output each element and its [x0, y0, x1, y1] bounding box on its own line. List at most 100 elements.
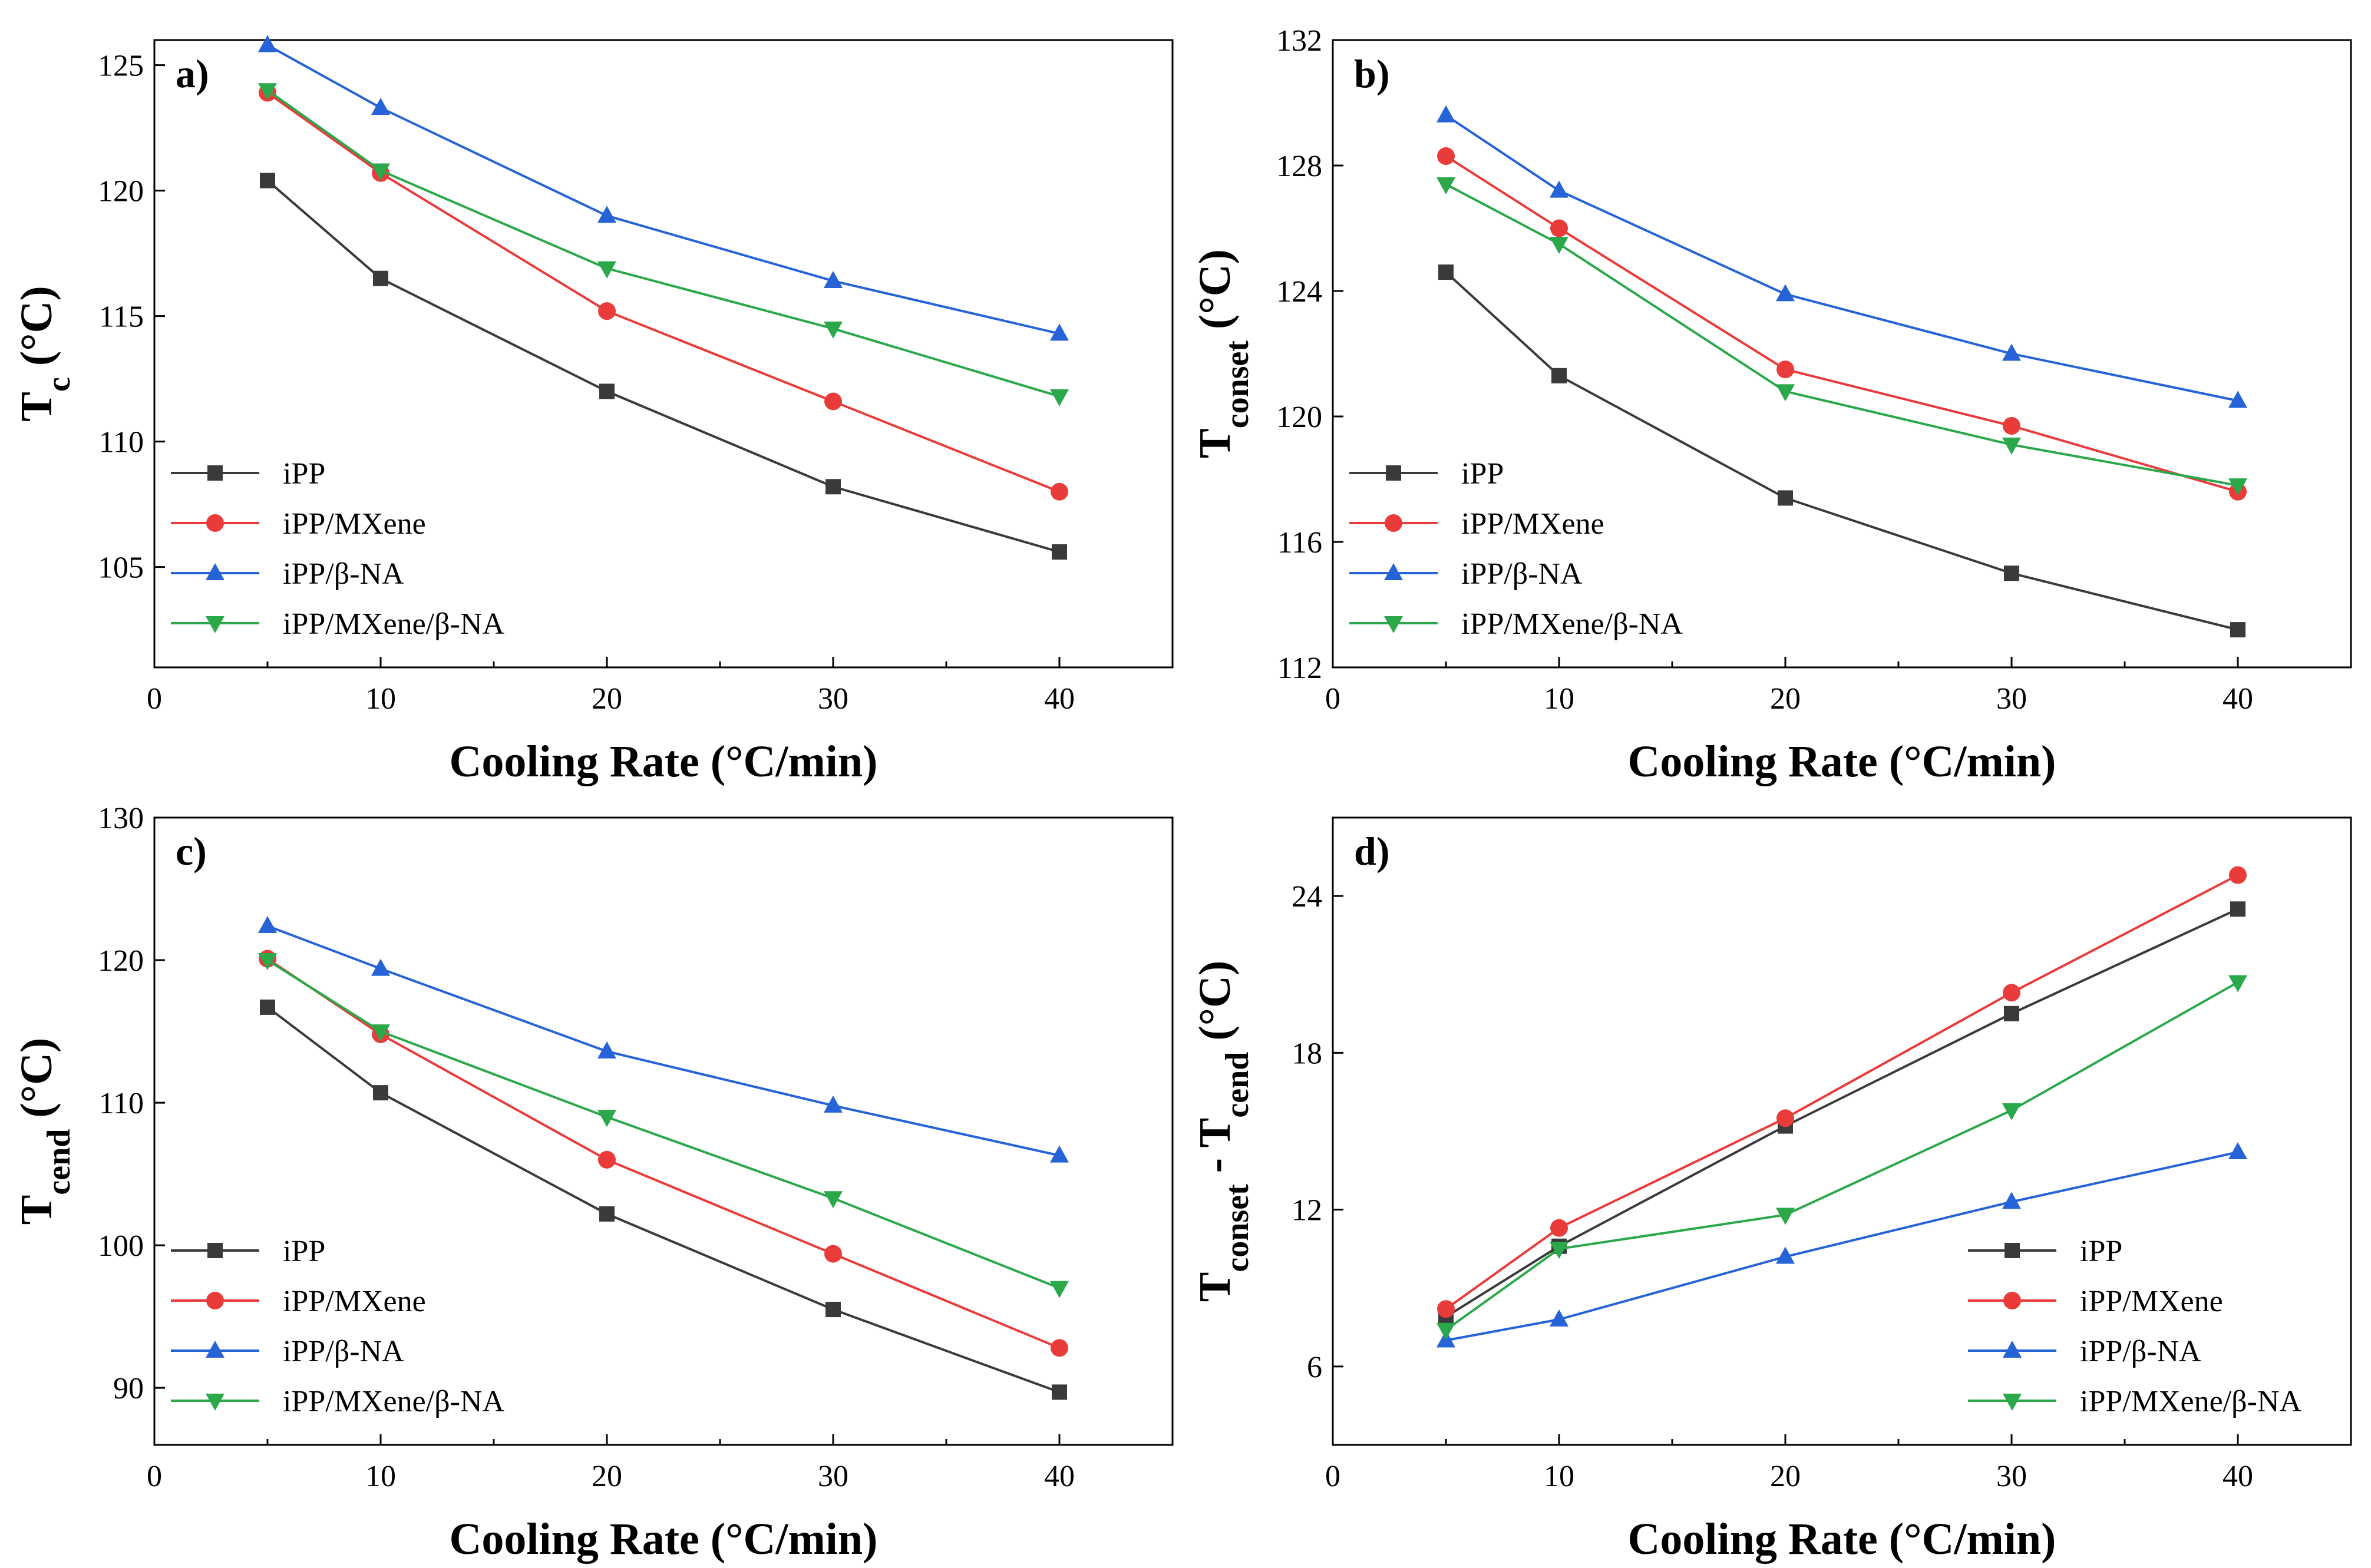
x-tick-label: 40	[1044, 682, 1075, 716]
series-line	[1445, 114, 2238, 402]
y-axis-title-unit: (°C)	[12, 1038, 61, 1129]
legend-marker	[206, 1394, 224, 1411]
data-point	[1438, 264, 1454, 280]
data-point	[1550, 1219, 1568, 1237]
legend-marker	[206, 1292, 224, 1309]
y-tick-label: 120	[98, 944, 144, 978]
x-tick-label: 20	[1770, 1460, 1801, 1493]
legend-marker	[2003, 1341, 2022, 1358]
legend-marker	[2003, 1394, 2022, 1411]
series-ipp-mxene-na	[258, 953, 1069, 1298]
legend-marker	[1386, 465, 1401, 481]
y-tick-label: 124	[1276, 275, 1322, 309]
y-tick-label: 110	[99, 1087, 144, 1120]
data-point	[1550, 1309, 1568, 1326]
data-point	[373, 270, 388, 286]
x-tick-label: 0	[147, 1460, 162, 1493]
legend-label: iPP/β-NA	[1461, 557, 1583, 591]
legend-marker	[2003, 1292, 2021, 1309]
series-ipp-mxene-na	[1437, 975, 2247, 1340]
data-point	[1776, 1246, 1795, 1264]
panel-label: b)	[1354, 51, 1389, 96]
series-ipp	[1438, 264, 2245, 638]
y-axis-title-main: T	[1190, 428, 1240, 458]
data-point	[371, 98, 390, 115]
y-axis-title: Tcend (°C)	[12, 1038, 77, 1225]
x-axis-title: Cooling Rate (°C/min)	[1627, 737, 2056, 786]
legend-marker	[1385, 514, 1402, 532]
y-axis-title-sub: c	[41, 377, 77, 392]
x-tick-label: 10	[1544, 682, 1574, 716]
data-point	[599, 383, 615, 399]
data-point	[371, 1024, 390, 1042]
legend-label: iPP	[2080, 1235, 2122, 1268]
data-point	[2002, 1192, 2021, 1209]
legend-marker	[206, 514, 224, 532]
y-axis-title-sub2: cend	[1219, 1052, 1256, 1118]
y-tick-label: 115	[99, 300, 144, 334]
data-point	[1051, 1339, 1068, 1357]
y-tick-label: 130	[98, 802, 144, 835]
legend: iPP iPP/MXene iPP/β-NA iPP/MXene/β-NA	[171, 1235, 504, 1418]
data-point	[1050, 389, 1069, 406]
legend-marker	[1384, 563, 1403, 580]
legend: iPP iPP/MXene iPP/β-NA iPP/MXene/β-NA	[171, 457, 504, 641]
data-point	[2230, 622, 2245, 638]
x-tick-label: 20	[1770, 682, 1801, 716]
data-point	[1437, 177, 1455, 194]
data-point	[1050, 1145, 1069, 1163]
data-point	[2230, 901, 2245, 917]
data-point	[825, 479, 841, 495]
data-point	[1051, 482, 1068, 501]
data-point	[824, 1095, 843, 1113]
legend-label: iPP/MXene	[1461, 507, 1604, 541]
y-tick-label: 128	[1276, 150, 1322, 183]
data-point	[2002, 1103, 2021, 1120]
x-tick-label: 30	[818, 682, 848, 716]
chart-panel-b: 0 10 20 30 40 112 116 120 124 128 132 b) Cooling Rat…	[1190, 24, 2352, 786]
data-point	[824, 321, 843, 339]
series-ipp-mxene	[259, 84, 1068, 501]
data-point	[824, 392, 842, 411]
legend: iPP iPP/MXene iPP/β-NA iPP/MXene/β-NA	[1968, 1235, 2301, 1418]
x-tick-label: 20	[592, 682, 622, 716]
legend-label: iPP/β-NA	[283, 1335, 404, 1368]
data-point	[1052, 544, 1067, 560]
y-tick-label: 105	[98, 551, 144, 585]
legend-label: iPP	[1461, 457, 1504, 491]
y-tick-label: 90	[113, 1372, 144, 1405]
data-point	[597, 206, 616, 223]
y-tick-label: 120	[98, 175, 144, 209]
data-point	[2004, 565, 2019, 581]
y-tick-label: 100	[98, 1229, 144, 1263]
x-tick-label: 0	[1325, 682, 1340, 716]
legend-marker	[206, 563, 224, 580]
y-axis-title: Tconset (°C)	[1190, 249, 1256, 458]
series-ipp	[260, 173, 1067, 560]
data-point	[258, 35, 277, 52]
series-ipp-mxene	[1437, 147, 2247, 501]
data-point	[1550, 1242, 1568, 1259]
x-tick-label: 30	[818, 1460, 848, 1493]
data-point	[258, 953, 277, 971]
y-axis-title: Tconset - Tcend (°C)	[1190, 961, 1256, 1302]
data-point	[1437, 1322, 1455, 1340]
data-point	[2228, 975, 2247, 993]
data-point	[371, 163, 390, 181]
data-point	[824, 1245, 842, 1263]
panel-label: c)	[176, 829, 207, 874]
data-point	[598, 302, 616, 320]
data-point	[260, 173, 275, 188]
y-tick-label: 24	[1292, 880, 1322, 914]
data-point	[1551, 368, 1567, 383]
y-axis-title-sub: cend	[41, 1129, 77, 1195]
data-point	[1437, 1300, 1455, 1318]
y-axis-title-unit: (°C)	[12, 286, 61, 377]
legend-marker	[1384, 616, 1403, 633]
data-point	[1776, 1109, 1794, 1127]
data-point	[599, 1206, 615, 1222]
data-point	[1550, 219, 1568, 237]
series-line	[1445, 155, 2238, 493]
series-line	[1445, 981, 2238, 1331]
